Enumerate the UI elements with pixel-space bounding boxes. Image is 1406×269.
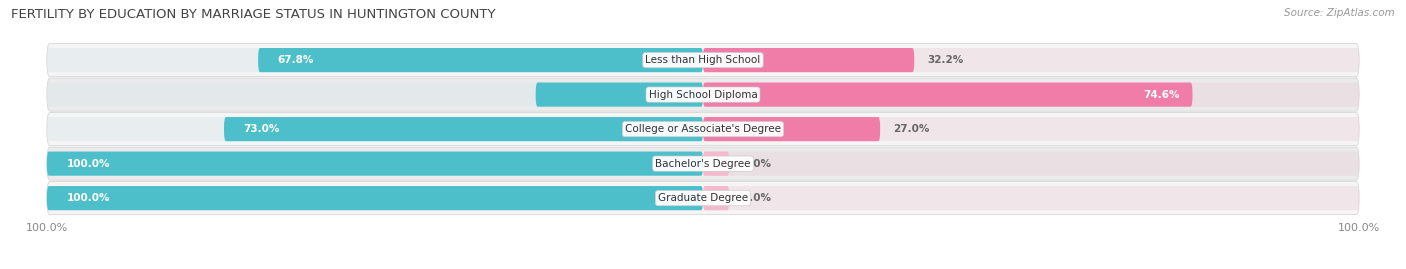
Text: 25.5%: 25.5% <box>647 90 683 100</box>
Text: 0.0%: 0.0% <box>742 159 772 169</box>
FancyBboxPatch shape <box>536 83 703 107</box>
FancyBboxPatch shape <box>703 117 1360 141</box>
FancyBboxPatch shape <box>224 117 703 141</box>
Text: Graduate Degree: Graduate Degree <box>658 193 748 203</box>
Text: 74.6%: 74.6% <box>1143 90 1180 100</box>
Text: High School Diploma: High School Diploma <box>648 90 758 100</box>
FancyBboxPatch shape <box>703 186 730 210</box>
Text: College or Associate's Degree: College or Associate's Degree <box>626 124 780 134</box>
FancyBboxPatch shape <box>703 151 1360 176</box>
FancyBboxPatch shape <box>703 151 730 176</box>
FancyBboxPatch shape <box>46 182 1360 215</box>
Text: 67.8%: 67.8% <box>278 55 314 65</box>
FancyBboxPatch shape <box>703 48 1360 72</box>
FancyBboxPatch shape <box>703 48 914 72</box>
FancyBboxPatch shape <box>46 186 703 210</box>
Text: 100.0%: 100.0% <box>66 193 110 203</box>
FancyBboxPatch shape <box>703 83 1192 107</box>
FancyBboxPatch shape <box>46 112 1360 146</box>
FancyBboxPatch shape <box>46 78 1360 111</box>
FancyBboxPatch shape <box>46 117 703 141</box>
FancyBboxPatch shape <box>46 44 1360 77</box>
Text: Less than High School: Less than High School <box>645 55 761 65</box>
Text: 100.0%: 100.0% <box>66 159 110 169</box>
Text: 32.2%: 32.2% <box>928 55 963 65</box>
FancyBboxPatch shape <box>259 48 703 72</box>
Text: Source: ZipAtlas.com: Source: ZipAtlas.com <box>1284 8 1395 18</box>
Text: Bachelor's Degree: Bachelor's Degree <box>655 159 751 169</box>
FancyBboxPatch shape <box>46 186 703 210</box>
Text: 73.0%: 73.0% <box>243 124 280 134</box>
Text: FERTILITY BY EDUCATION BY MARRIAGE STATUS IN HUNTINGTON COUNTY: FERTILITY BY EDUCATION BY MARRIAGE STATU… <box>11 8 496 21</box>
FancyBboxPatch shape <box>46 83 703 107</box>
FancyBboxPatch shape <box>46 147 1360 180</box>
FancyBboxPatch shape <box>703 186 1360 210</box>
FancyBboxPatch shape <box>46 151 703 176</box>
FancyBboxPatch shape <box>46 48 703 72</box>
Text: 27.0%: 27.0% <box>893 124 929 134</box>
FancyBboxPatch shape <box>703 83 1360 107</box>
Text: 0.0%: 0.0% <box>742 193 772 203</box>
FancyBboxPatch shape <box>46 151 703 176</box>
FancyBboxPatch shape <box>703 117 880 141</box>
